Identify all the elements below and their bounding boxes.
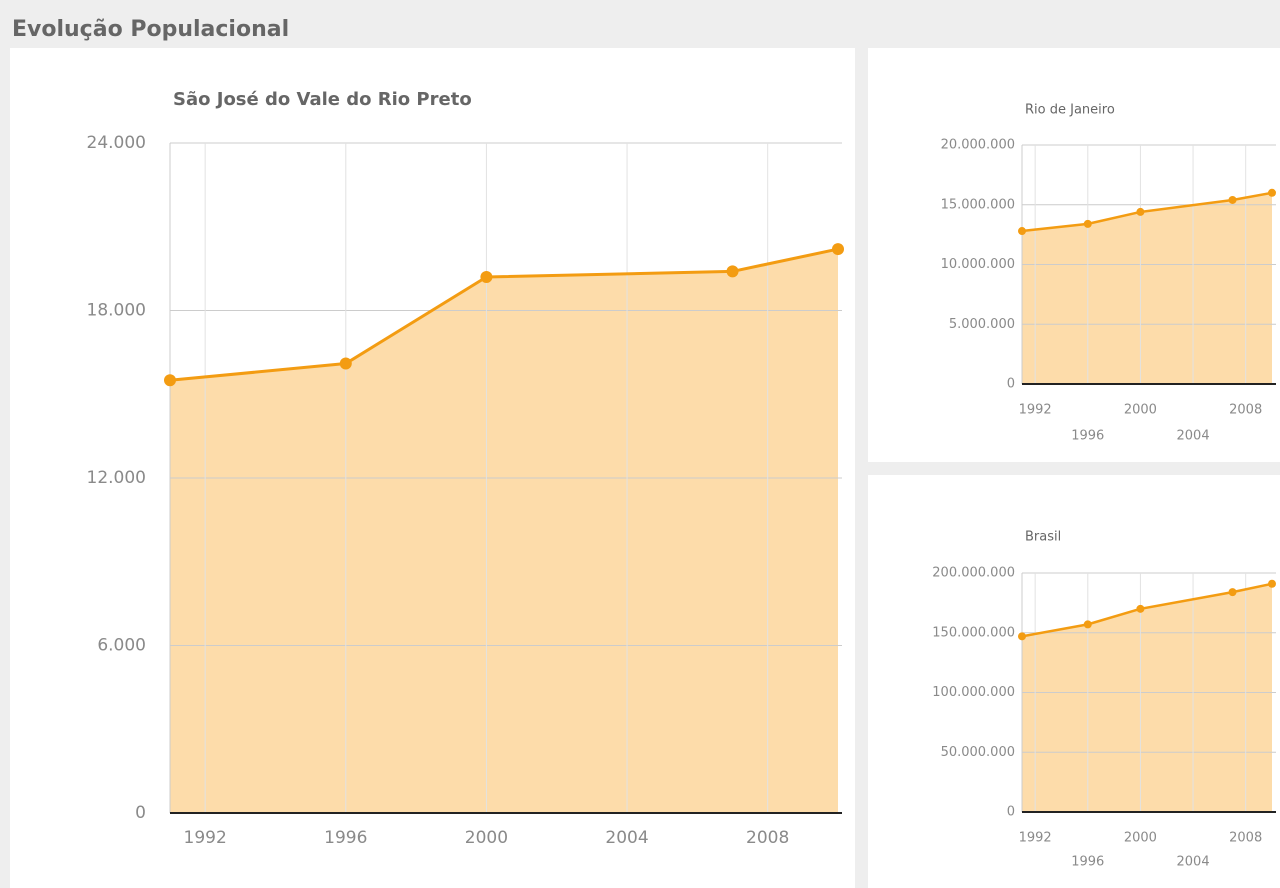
y-tick-label: 12.000 <box>87 468 146 488</box>
point <box>1136 604 1145 613</box>
x-tick-label: 2004 <box>1177 429 1210 444</box>
x-tick-label: 1996 <box>1071 429 1104 444</box>
x-tick-label: 2000 <box>1124 831 1157 846</box>
x-tick-label: 1996 <box>324 828 367 848</box>
x-tick-label: 1992 <box>1019 831 1052 846</box>
x-tick-label: 1996 <box>1071 855 1104 870</box>
x-tick-label: 2008 <box>1229 403 1262 418</box>
x-tick-label: 2008 <box>1229 831 1262 846</box>
point <box>164 374 176 387</box>
chart-title: Brasil <box>1025 530 1061 545</box>
x-tick-label: 2004 <box>605 828 648 848</box>
point <box>1268 188 1276 197</box>
y-tick-label: 24.000 <box>87 133 146 153</box>
area-fill <box>1022 583 1272 812</box>
y-tick-label: 200.000.000 <box>932 566 1015 581</box>
chart-title: Rio de Janeiro <box>1025 103 1115 118</box>
x-tick-label: 1992 <box>184 828 227 848</box>
y-tick-label: 0 <box>1007 377 1015 392</box>
x-tick-label: 1992 <box>1019 403 1052 418</box>
point <box>1018 632 1026 641</box>
y-tick-label: 20.000.000 <box>941 138 1015 153</box>
point <box>1136 207 1145 216</box>
point <box>1018 227 1026 236</box>
point <box>1083 219 1092 228</box>
area-fill <box>170 249 838 814</box>
y-tick-label: 0 <box>135 803 146 823</box>
y-tick-label: 6.000 <box>97 636 146 656</box>
point <box>726 265 739 278</box>
chart-title: São José do Vale do Rio Preto <box>173 89 472 110</box>
y-tick-label: 15.000.000 <box>941 197 1015 212</box>
point <box>480 271 493 283</box>
area-fill <box>1022 192 1272 384</box>
y-tick-label: 5.000.000 <box>949 317 1015 332</box>
y-tick-label: 0 <box>1007 805 1015 820</box>
y-tick-label: 50.000.000 <box>941 745 1015 760</box>
point <box>1228 588 1237 597</box>
y-tick-label: 100.000.000 <box>932 685 1015 700</box>
point <box>832 243 844 256</box>
point <box>339 357 352 370</box>
point <box>1083 620 1092 629</box>
point <box>1228 195 1237 204</box>
x-tick-label: 2004 <box>1177 855 1210 870</box>
y-tick-label: 18.000 <box>87 301 146 321</box>
x-tick-label: 2000 <box>465 828 508 848</box>
x-tick-label: 2008 <box>746 828 789 848</box>
x-tick-label: 2000 <box>1124 403 1157 418</box>
y-tick-label: 10.000.000 <box>941 257 1015 272</box>
point <box>1268 579 1276 588</box>
page-title: Evolução Populacional <box>12 17 289 42</box>
y-tick-label: 150.000.000 <box>932 625 1015 640</box>
